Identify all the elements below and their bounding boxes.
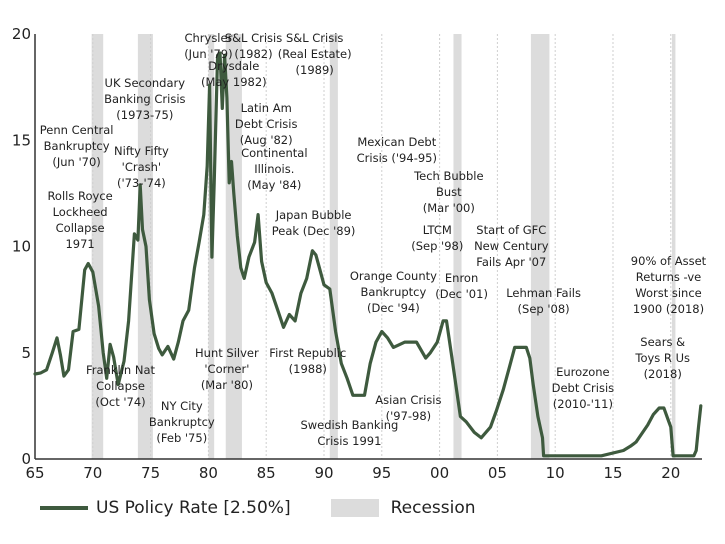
annotation-0: Chrysler (Jun '79): [184, 31, 233, 62]
recession-band-5: [453, 34, 462, 459]
x-tick-label-65: 65: [25, 464, 44, 482]
annotation-26: Swedish Banking Crisis 1991: [300, 418, 399, 448]
legend-series-label: US Policy Rate [2.50%]: [96, 498, 291, 518]
annotation-17: Enron (Dec '01): [435, 271, 488, 302]
x-tick-label-10: 10: [546, 464, 565, 482]
recession-band-4: [329, 34, 338, 459]
series-layer: [33, 51, 703, 458]
series-line-policy-rate: [33, 51, 703, 458]
annotation-8: Continental Illinois. (May '84): [241, 146, 308, 192]
y-tick-label-0: 0: [21, 450, 31, 468]
legend-series-swatch: [40, 506, 88, 510]
annotation-24: Asian Crisis ('97-98): [375, 392, 442, 423]
legend: US Policy Rate [2.50%] Recession: [40, 493, 476, 523]
y-tick-label-10: 10: [12, 238, 31, 256]
annotation-4: UK Secondary Banking Crisis (1973-75): [104, 75, 186, 122]
annotation-18: Lehman Fails (Sep '08): [506, 286, 581, 317]
annotation-5: Penn Central Bankruptcy (Jun '70): [39, 122, 114, 169]
annotation-11: Rolls Royce Lockheed Collapse 1971: [47, 188, 113, 251]
annotation-21: First Republic (1988): [269, 345, 347, 376]
x-tick-label-00: 00: [430, 464, 449, 482]
legend-recession-swatch: [330, 499, 379, 517]
recession-band-3: [225, 34, 242, 459]
annotation-25: NY City Bankruptcy (Feb '75): [148, 398, 215, 445]
annotation-15: 90% of Asset Returns -ve Worst since 190…: [630, 254, 707, 317]
annotation-14: Start of GFC New Century Fails Apr '07: [474, 222, 549, 269]
y-tick-label-20: 20: [12, 25, 31, 43]
x-tick-label-20: 20: [661, 464, 680, 482]
annotation-19: Sears & Toys R Us (2018): [635, 335, 690, 382]
y-tick-label-5: 5: [21, 344, 31, 362]
annotation-16: Orange County Bankruptcy (Dec '94): [349, 269, 437, 316]
x-tick-label-05: 05: [488, 464, 507, 482]
annotation-10: Tech Bubble Bust (Mar '00): [414, 169, 484, 216]
gridlines: [92, 34, 672, 459]
annotation-12: Japan Bubble Peak (Dec '89): [271, 207, 356, 238]
x-tick-label-80: 80: [199, 464, 218, 482]
recession-band-6: [530, 34, 550, 459]
annotation-23: Franklin Nat Collapse (Oct '74): [86, 362, 155, 409]
recession-band-7: [671, 34, 676, 459]
x-tick-label-95: 95: [372, 464, 391, 482]
legend-recession-label: Recession: [390, 498, 476, 518]
x-tick-label-15: 15: [603, 464, 622, 482]
x-tick-label-75: 75: [141, 464, 160, 482]
recession-band-0: [91, 34, 104, 459]
annotation-20: Hunt Silver 'Corner' (Mar '80): [195, 345, 259, 392]
annotation-6: Nifty Fifty 'Crash' ('73-'74): [114, 143, 169, 190]
y-tick-label-15: 15: [12, 131, 31, 149]
annotation-13: LTCM (Sep '98): [411, 222, 464, 253]
annotation-2: S&L Crisis (Real Estate) (1989): [277, 31, 352, 78]
x-tick-label-90: 90: [314, 464, 333, 482]
axes: [34, 34, 702, 460]
annotation-22: Eurozone Debt Crisis (2010-'11): [551, 364, 615, 411]
annotation-7: Latin Am Debt Crisis (Aug '82): [234, 101, 298, 148]
annotation-3: Drysdale (May 1982): [200, 58, 267, 89]
annotation-9: Mexican Debt Crisis ('94-95): [356, 135, 437, 166]
x-tick-label-70: 70: [83, 464, 102, 482]
annotation-1: S&L Crisis (1982): [224, 31, 283, 62]
x-tick-label-85: 85: [257, 464, 276, 482]
